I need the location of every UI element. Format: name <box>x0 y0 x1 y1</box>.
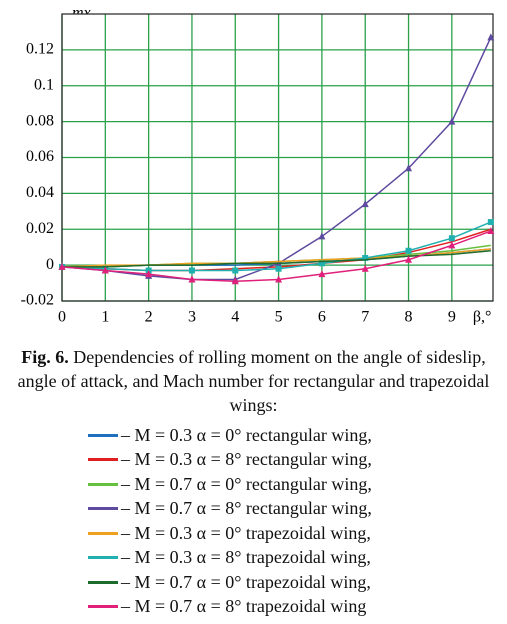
marker <box>58 262 66 270</box>
legend-swatch <box>88 507 118 511</box>
marker <box>232 267 239 274</box>
marker <box>448 235 455 242</box>
marker <box>318 232 326 240</box>
y-tick-label: 0.06 <box>26 148 54 165</box>
legend-label: – M = 0.7 α = 8° trapezoidal wing <box>121 596 367 617</box>
legend-item: – M = 0.7 α = 8° rectangular wing, <box>88 497 507 522</box>
x-tick-label: 8 <box>405 309 413 326</box>
marker <box>231 277 239 285</box>
marker <box>448 241 456 249</box>
x-tick-label: 5 <box>275 309 283 326</box>
marker <box>487 227 495 235</box>
x-tick-label: 7 <box>361 309 369 326</box>
legend-item: – M = 0.7 α = 0° rectangular wing, <box>88 472 507 497</box>
marker <box>145 270 153 278</box>
legend-item: – M = 0.7 α = 0° trapezoidal wing, <box>88 570 507 595</box>
marker <box>361 264 369 272</box>
x-tick-label: 0 <box>58 309 66 326</box>
legend-swatch <box>88 433 118 437</box>
legend-swatch <box>88 482 118 486</box>
marker <box>188 275 196 283</box>
x-tick-label: 4 <box>231 309 239 326</box>
marker <box>275 265 282 272</box>
caption: Fig. 6. Dependencies of rolling moment o… <box>14 345 494 417</box>
legend-item: – M = 0.3 α = 0° trapezoidal wing, <box>88 521 507 546</box>
y-tick-label: 0.04 <box>26 184 54 201</box>
caption-label: Fig. 6. <box>21 347 69 367</box>
marker <box>448 117 456 125</box>
y-tick-label: 0.02 <box>26 220 54 237</box>
legend-label: – M = 0.7 α = 8° rectangular wing, <box>121 498 372 519</box>
y-tick-label: 0.1 <box>34 76 54 93</box>
x-tick-label: 9 <box>448 309 456 326</box>
legend-swatch <box>88 605 118 609</box>
legend-item: – M = 0.3 α = 8° rectangular wing, <box>88 448 507 473</box>
marker <box>487 33 495 41</box>
legend-label: – M = 0.7 α = 0° rectangular wing, <box>121 473 372 494</box>
legend-swatch <box>88 556 118 560</box>
marker <box>275 275 283 283</box>
x-axis-label: β,° <box>473 309 492 326</box>
marker <box>405 255 413 263</box>
marker <box>188 267 195 274</box>
marker <box>405 247 412 254</box>
legend-label: – M = 0.3 α = 0° rectangular wing, <box>121 424 372 445</box>
marker <box>362 254 369 261</box>
marker <box>318 260 325 267</box>
y-tick-label: 0.08 <box>26 112 54 129</box>
legend-item: – M = 0.3 α = 0° rectangular wing, <box>88 423 507 448</box>
y-tick-label: 0.12 <box>26 41 54 58</box>
x-tick-label: 6 <box>318 309 326 326</box>
legend: – M = 0.3 α = 0° rectangular wing, – M = … <box>88 423 507 619</box>
marker <box>361 200 369 208</box>
legend-swatch <box>88 580 118 584</box>
marker <box>487 219 494 226</box>
x-tick-label: 2 <box>145 309 153 326</box>
legend-item: – M = 0.7 α = 8° trapezoidal wing <box>88 595 507 620</box>
plot-border <box>61 13 494 302</box>
marker <box>405 164 413 172</box>
caption-text: Dependencies of rolling moment on the an… <box>17 347 490 415</box>
x-tick-label: 3 <box>188 309 196 326</box>
marker <box>318 270 326 278</box>
marker <box>101 266 109 274</box>
y-tick-label: 0 <box>46 256 54 273</box>
legend-label: – M = 0.3 α = 8° rectangular wing, <box>121 449 372 470</box>
x-tick-label: 1 <box>101 309 109 326</box>
legend-label: – M = 0.3 α = 0° trapezoidal wing, <box>121 522 371 543</box>
legend-label: – M = 0.3 α = 8° trapezoidal wing, <box>121 547 371 568</box>
legend-swatch <box>88 458 118 462</box>
legend-label: – M = 0.7 α = 0° trapezoidal wing, <box>121 571 371 592</box>
y-tick-label: -0.02 <box>21 292 54 309</box>
legend-item: – M = 0.3 α = 8° trapezoidal wing, <box>88 546 507 571</box>
legend-swatch <box>88 531 118 535</box>
